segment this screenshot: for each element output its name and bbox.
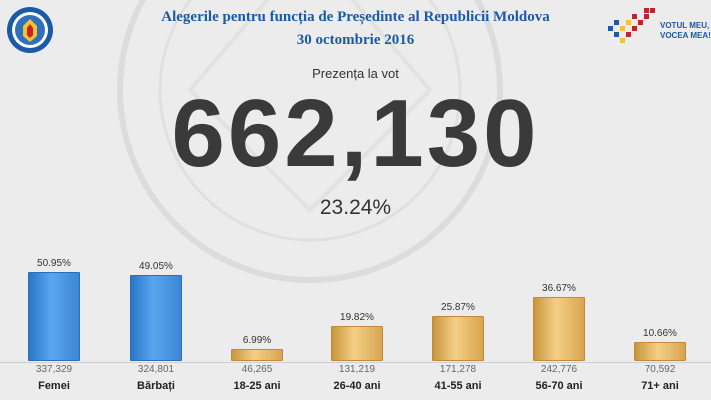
- chart-bar: [634, 342, 686, 361]
- chart-bar: [130, 275, 182, 361]
- cec-seal-icon: [7, 7, 53, 53]
- turnout-count: 662,130: [171, 80, 540, 187]
- election-date: 30 octombrie 2016: [296, 32, 415, 48]
- bar-category-label: 71+ ani: [641, 380, 679, 392]
- bar-category-label: 56-70 ani: [535, 380, 583, 392]
- turnout-percent: 23.24%: [319, 196, 392, 219]
- bar-category-label: Femei: [38, 380, 70, 392]
- brand-slogan-line2: VOCEA MEA!: [660, 31, 711, 40]
- bar-percent-label: 50.95%: [37, 258, 71, 269]
- brand-slogan-line1: VOTUL MEU,: [660, 21, 710, 30]
- bar-category-label: Bărbați: [137, 380, 175, 392]
- bar-category-label: 26-40 ani: [333, 380, 381, 392]
- bar-percent-label: 10.66%: [643, 328, 677, 339]
- bar-count-label: 131,219: [338, 364, 376, 375]
- bar-count-label: 242,776: [540, 364, 578, 375]
- votul-meu-logo-icon: [608, 8, 655, 43]
- chart-bar: [331, 326, 383, 361]
- bar-count-label: 337,329: [35, 364, 73, 375]
- chart-bar: [231, 349, 283, 361]
- bar-count-label: 46,265: [241, 364, 273, 375]
- bar-percent-label: 19.82%: [340, 312, 374, 323]
- bar-category-label: 18-25 ani: [233, 380, 281, 392]
- bar-category-label: 41-55 ani: [434, 380, 482, 392]
- chart-bar: [533, 297, 585, 361]
- chart-bar: [28, 272, 80, 361]
- bar-percent-label: 49.05%: [139, 261, 173, 272]
- bar-percent-label: 25.87%: [441, 302, 475, 313]
- turnout-label: Prezența la vot: [312, 66, 399, 81]
- page-title: Alegerile pentru funcția de Președinte a…: [161, 9, 550, 25]
- brand-slogan: VOTUL MEU, VOCEA MEA!: [660, 21, 711, 41]
- bar-percent-label: 6.99%: [242, 335, 272, 346]
- chart-bar: [432, 316, 484, 361]
- bar-percent-label: 36.67%: [542, 283, 576, 294]
- bar-count-label: 70,592: [644, 364, 676, 375]
- chart-baseline: [0, 362, 711, 363]
- bar-count-label: 171,278: [439, 364, 477, 375]
- bar-count-label: 324,801: [137, 364, 175, 375]
